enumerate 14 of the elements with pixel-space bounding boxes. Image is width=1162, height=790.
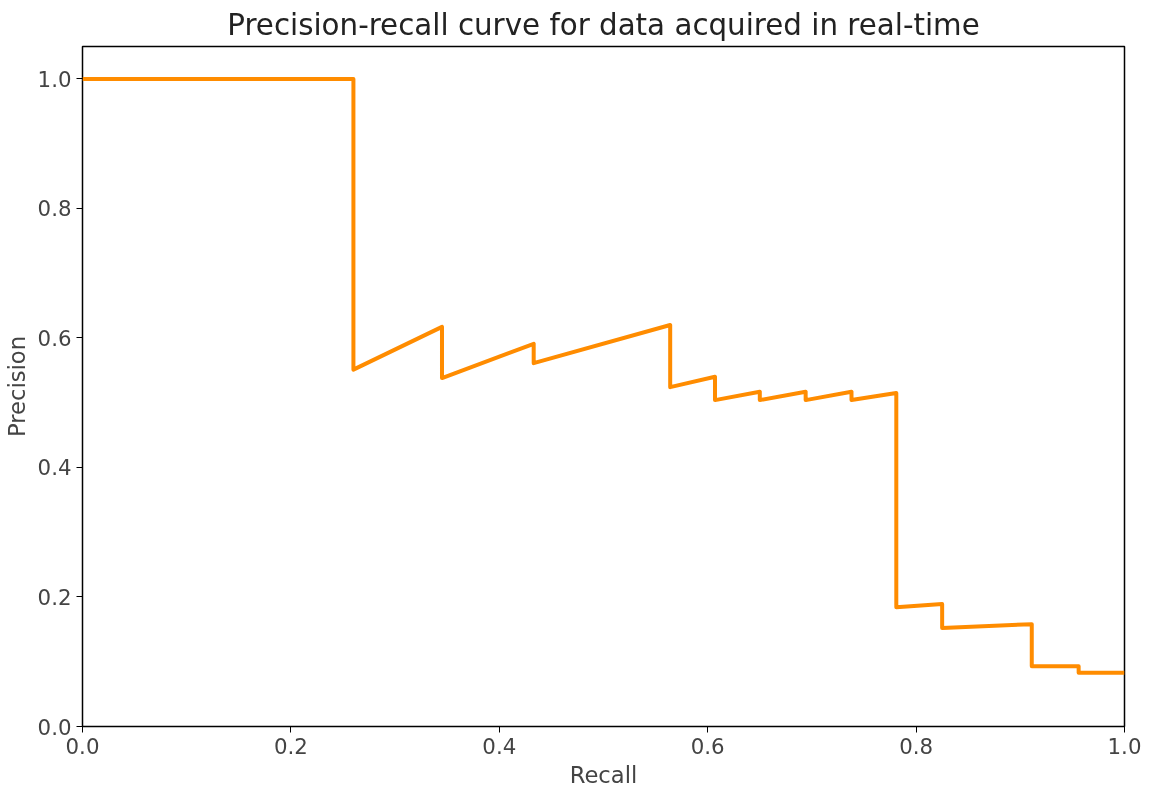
chart-title: Precision-recall curve for data acquired in real-time bbox=[227, 7, 980, 42]
x-tick-label: 0.6 bbox=[690, 733, 725, 759]
y-tick-label: 0.2 bbox=[37, 584, 72, 610]
line-series bbox=[82, 76, 1125, 675]
y-tick-label: 1.0 bbox=[37, 66, 72, 92]
y-axis-title: Precision bbox=[3, 335, 30, 438]
x-tick-label: 1.0 bbox=[1107, 733, 1142, 759]
y-tick-label: 0.6 bbox=[37, 325, 72, 351]
y-tick-label: 0.4 bbox=[37, 455, 72, 481]
x-axis-title: Recall bbox=[569, 761, 638, 788]
x-tick-label: 0.8 bbox=[899, 733, 934, 759]
x-tick-label: 0.4 bbox=[482, 733, 517, 759]
x-tick-label: 0.2 bbox=[273, 733, 308, 759]
y-tick-label: 0.8 bbox=[37, 196, 72, 222]
